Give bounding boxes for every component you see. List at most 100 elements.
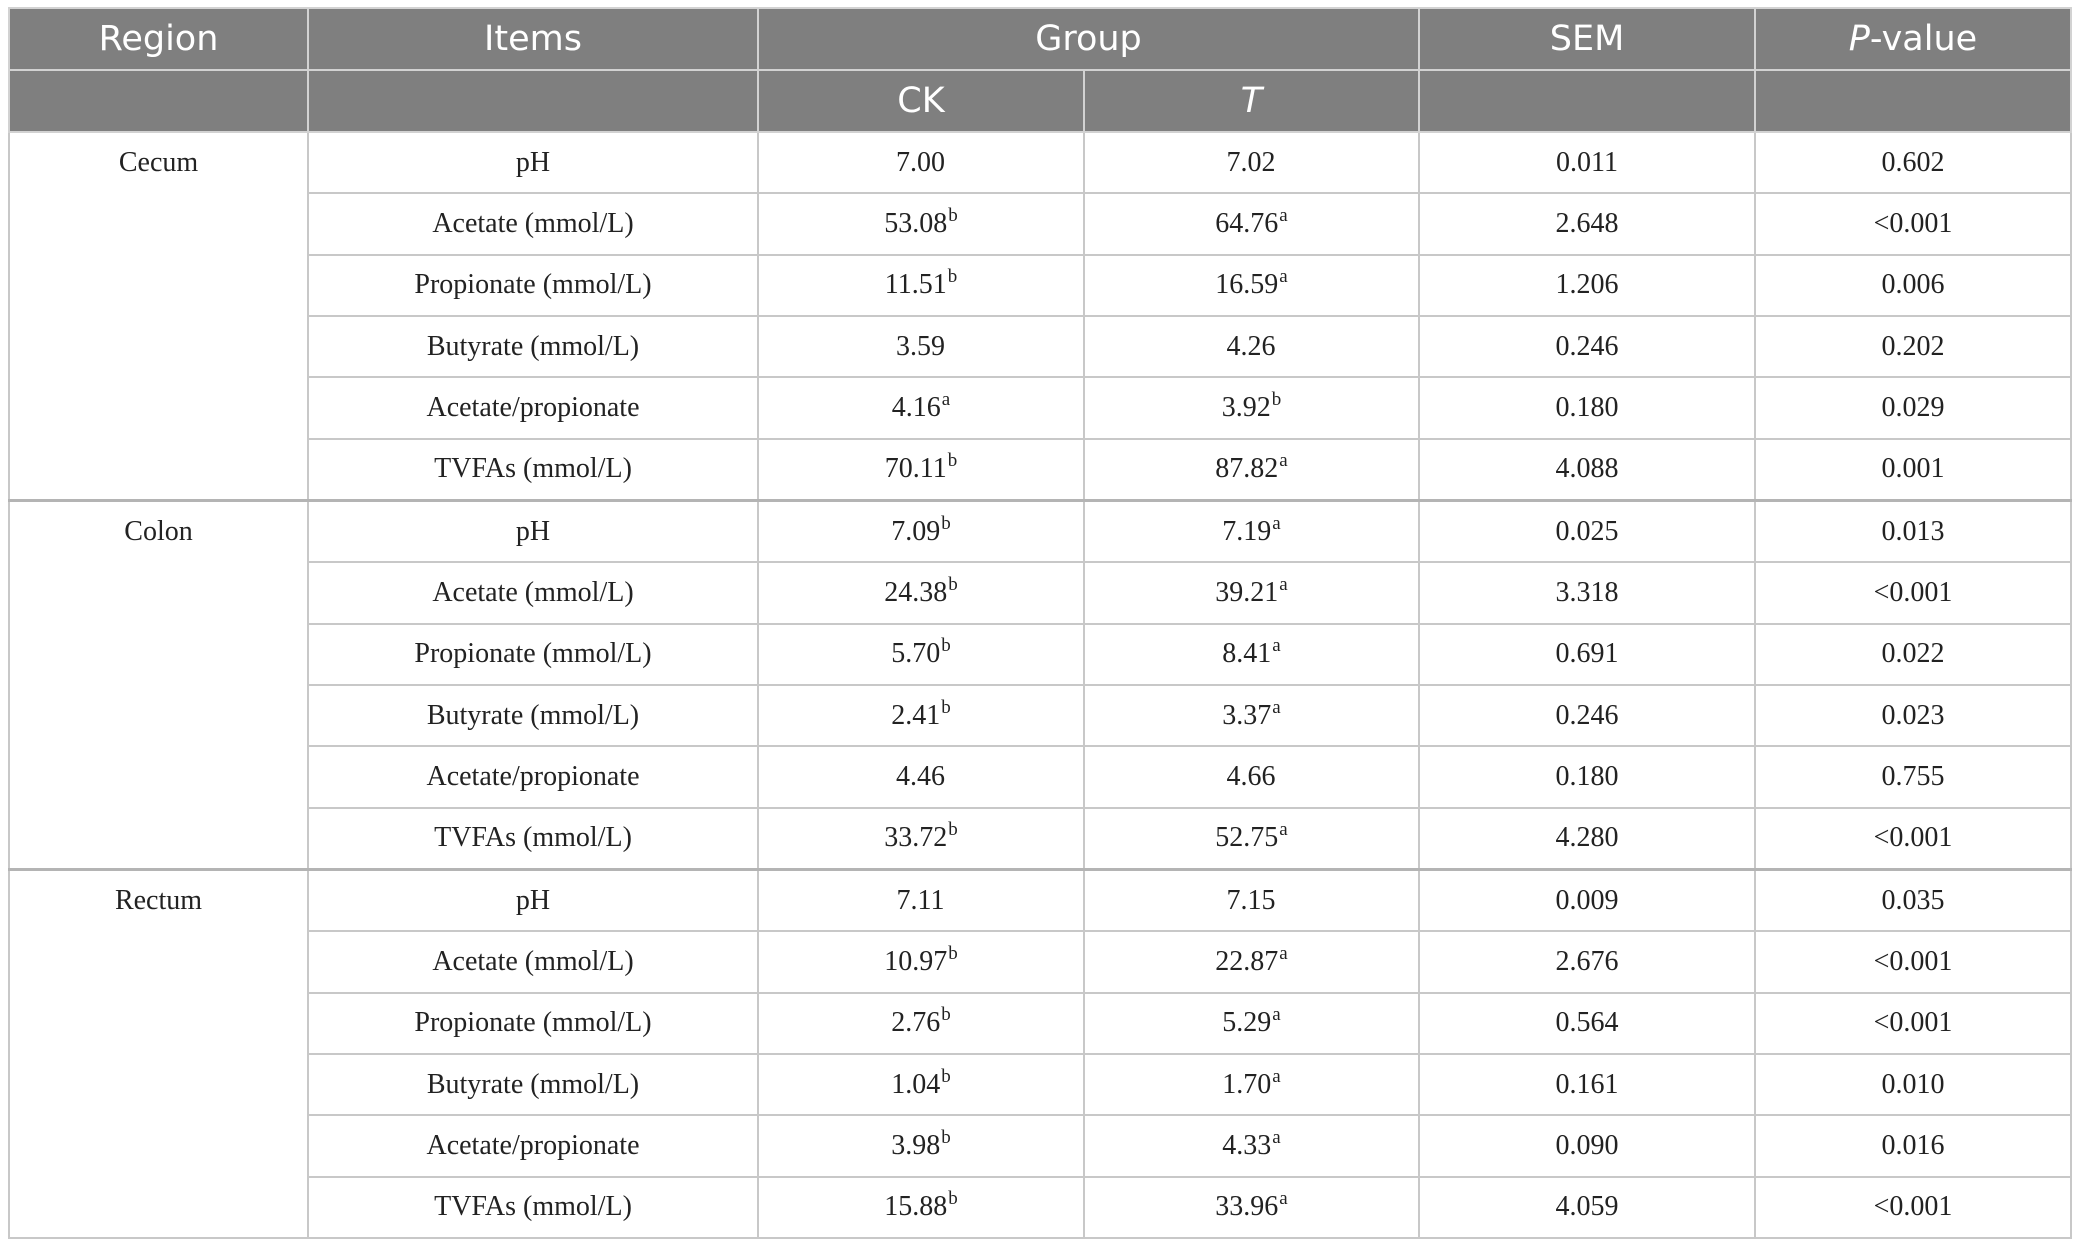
sem-cell-value: 0.180 <box>1555 760 1619 792</box>
t-cell: 3.37a <box>1083 683 1420 748</box>
pvalue-cell: 0.029 <box>1754 376 2072 440</box>
pvalue-cell-value: 0.013 <box>1881 515 1945 547</box>
table-row: Acetate (mmol/L) 24.38b 39.21a 3.318 <0.001 <box>9 561 2072 625</box>
pvalue-cell-value: 0.023 <box>1881 699 1945 731</box>
ck-cell-superscript: a <box>941 388 951 410</box>
sem-cell: 4.280 <box>1418 806 1756 871</box>
table-row: Butyrate (mmol/L) 2.41b 3.37a 0.246 0.023 <box>9 683 2072 748</box>
ck-cell: 5.70b <box>757 622 1085 686</box>
table-header: Region Items Group SEM P-value CK T <box>8 7 2072 133</box>
t-cell-value: 64.76 <box>1215 207 1279 239</box>
ck-cell-superscript: b <box>941 1126 951 1148</box>
ck-cell: 1.04b <box>757 1052 1085 1117</box>
pvalue-cell-value: 0.755 <box>1881 760 1945 792</box>
sem-cell: 0.180 <box>1418 745 1756 809</box>
ck-cell: 7.11 <box>757 867 1085 933</box>
pvalue-cell-value: 0.010 <box>1881 1068 1945 1100</box>
group-header: Group <box>757 7 1420 71</box>
pvalue-cell: <0.001 <box>1754 561 2072 625</box>
ck-cell-superscript: b <box>941 1004 951 1026</box>
sem-cell: 4.088 <box>1418 437 1756 502</box>
sem-cell: 0.691 <box>1418 622 1756 686</box>
pvalue-cell: <0.001 <box>1754 806 2072 871</box>
t-cell-superscript: a <box>1279 266 1288 288</box>
pvalue-cell: <0.001 <box>1754 930 2072 994</box>
pvalue-cell: <0.001 <box>1754 991 2072 1055</box>
item-cell-value: Acetate/propionate <box>426 391 640 423</box>
pvalue-subheader-empty <box>1754 69 2072 133</box>
sem-cell: 0.011 <box>1418 130 1756 195</box>
sem-cell: 0.564 <box>1418 991 1756 1055</box>
t-cell: 1.70a <box>1083 1052 1420 1117</box>
ck-cell-value: 3.98 <box>891 1129 941 1161</box>
t-cell-value: 39.21 <box>1215 576 1279 608</box>
pvalue-cell: 0.010 <box>1754 1052 2072 1117</box>
pvalue-cell-value: 0.035 <box>1881 884 1945 916</box>
t-cell-superscript: b <box>1271 388 1282 410</box>
t-cell: 7.02 <box>1083 130 1420 195</box>
item-cell-value: TVFAs (mmol/L) <box>434 453 632 485</box>
item-cell: TVFAs (mmol/L) <box>307 1175 759 1240</box>
t-cell-superscript: a <box>1272 1126 1281 1148</box>
item-cell: Acetate/propionate <box>307 376 759 440</box>
ck-cell-superscript: b <box>941 512 951 534</box>
item-cell: Propionate (mmol/L) <box>307 991 759 1055</box>
item-cell: pH <box>307 867 759 933</box>
t-cell-superscript: a <box>1279 204 1288 226</box>
table-row: TVFAs (mmol/L) 70.11b 87.82a 4.088 0.001 <box>9 437 2072 502</box>
sem-cell-value: 0.011 <box>1556 146 1618 178</box>
sem-cell-value: 3.318 <box>1555 576 1619 608</box>
ck-cell-value: 10.97 <box>884 945 948 977</box>
sem-subheader-empty <box>1418 69 1756 133</box>
item-cell-value: Butyrate (mmol/L) <box>426 330 640 362</box>
pvalue-cell: <0.001 <box>1754 1175 2072 1240</box>
pvalue-cell-value: <0.001 <box>1873 576 1953 608</box>
ck-cell-value: 4.46 <box>896 760 945 792</box>
item-cell: TVFAs (mmol/L) <box>307 437 759 502</box>
t-cell: 4.66 <box>1083 745 1420 809</box>
pvalue-cell: <0.001 <box>1754 192 2072 256</box>
sem-cell-value: 0.246 <box>1555 699 1619 731</box>
pvalue-cell-value: 0.602 <box>1881 146 1945 178</box>
sem-cell-value: 0.090 <box>1555 1129 1619 1161</box>
ck-cell-superscript: b <box>941 1065 951 1087</box>
ck-header: CK <box>757 69 1085 133</box>
table-row: Acetate/propionate 4.46 4.66 0.180 0.755 <box>9 745 2072 809</box>
ck-cell: 2.41b <box>757 683 1085 748</box>
sem-cell-value: 0.564 <box>1555 1007 1619 1039</box>
ck-cell-value: 33.72 <box>884 822 948 854</box>
t-cell-value: 8.41 <box>1222 638 1272 670</box>
sem-cell-value: 0.161 <box>1555 1068 1619 1100</box>
t-cell: 7.19a <box>1083 498 1420 564</box>
t-cell: 52.75a <box>1083 806 1420 871</box>
item-cell: pH <box>307 130 759 195</box>
items-header: Items <box>307 7 759 71</box>
ck-cell-value: 1.04 <box>891 1068 941 1100</box>
table-row: Butyrate (mmol/L) 3.59 4.26 0.246 0.202 <box>9 314 2072 379</box>
sem-header: SEM <box>1418 7 1756 71</box>
pvalue-cell-value: 0.202 <box>1881 330 1945 362</box>
sem-cell: 0.180 <box>1418 376 1756 440</box>
ck-cell-value: 70.11 <box>884 453 947 485</box>
t-cell-superscript: a <box>1279 1188 1288 1210</box>
sem-cell: 4.059 <box>1418 1175 1756 1240</box>
sem-cell: 0.025 <box>1418 498 1756 564</box>
ck-cell-value: 2.76 <box>891 1007 941 1039</box>
ck-cell-value: 5.70 <box>891 638 941 670</box>
t-cell-value: 5.29 <box>1222 1007 1272 1039</box>
sem-cell-value: 0.246 <box>1555 330 1619 362</box>
t-cell-value: 4.66 <box>1226 760 1276 792</box>
item-cell: Propionate (mmol/L) <box>307 622 759 686</box>
item-cell: Acetate (mmol/L) <box>307 930 759 994</box>
region-cell: Cecum <box>8 130 309 502</box>
item-cell: TVFAs (mmol/L) <box>307 806 759 871</box>
ck-cell: 7.09b <box>757 498 1085 564</box>
t-cell-value: 87.82 <box>1215 453 1279 485</box>
header-row-sub: CK T <box>8 69 2072 133</box>
sem-cell: 1.206 <box>1418 253 1756 317</box>
t-cell-superscript: a <box>1272 696 1281 718</box>
t-cell: 5.29a <box>1083 991 1420 1055</box>
item-cell-value: TVFAs (mmol/L) <box>434 1191 632 1223</box>
sem-cell: 0.246 <box>1418 683 1756 748</box>
t-cell: 8.41a <box>1083 622 1420 686</box>
